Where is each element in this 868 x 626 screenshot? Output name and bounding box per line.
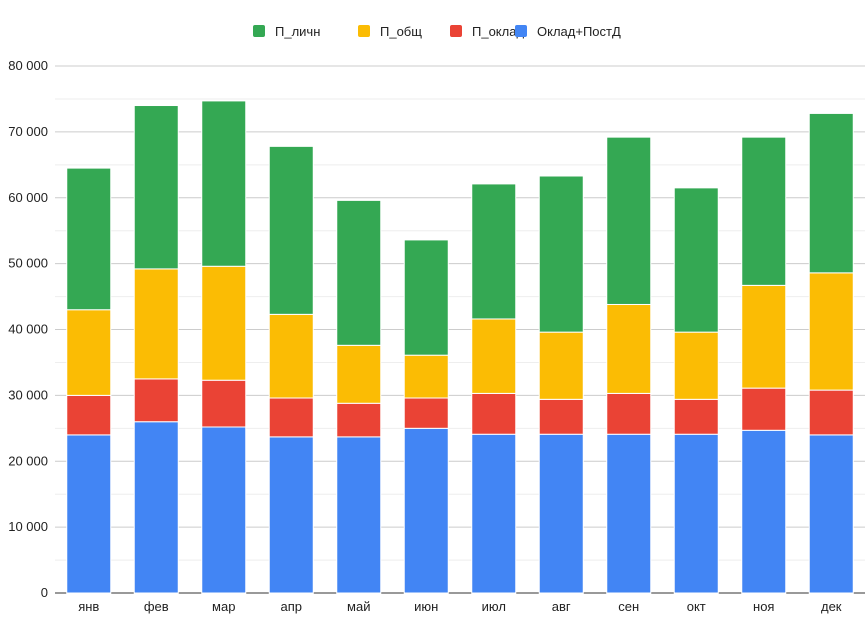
bar-segment-Оклад+ПостД[interactable] [201,426,247,594]
bar-segment-Оклад+ПостД[interactable] [336,436,382,594]
x-tick-label: июл [482,599,506,614]
y-tick-label: 60 000 [8,190,48,205]
bar-segment-Оклад+ПостД[interactable] [741,429,787,594]
legend-swatch [253,25,265,37]
legend-label: П_оклад [472,24,524,39]
bar-segment-П_личн[interactable] [336,199,382,346]
bar-segment-П_общ[interactable] [673,331,719,400]
bar-segment-Оклад+ПостД[interactable] [606,433,652,594]
bar-segment-П_личн[interactable] [741,136,787,286]
bar-segment-Оклад+ПостД[interactable] [471,433,517,594]
bar-segment-П_общ[interactable] [741,284,787,389]
x-tick-label: ноя [753,599,774,614]
bar-segment-П_общ[interactable] [268,313,314,399]
bar-segment-П_оклад[interactable] [741,387,787,431]
bar-segment-Оклад+ПостД[interactable] [538,433,584,594]
x-tick-label: июн [414,599,438,614]
x-tick-label: дек [821,599,842,614]
bar-segment-Оклад+ПостД[interactable] [268,436,314,594]
bar-segment-П_общ[interactable] [471,318,517,394]
bar-segment-П_личн[interactable] [606,136,652,305]
x-tick-label: окт [687,599,706,614]
bar-segment-П_личн[interactable] [66,167,112,311]
bar-segment-Оклад+ПостД[interactable] [133,421,179,594]
bar-segment-П_оклад[interactable] [268,397,314,438]
legend-item[interactable]: Оклад+ПостД [515,24,621,39]
bar-segment-П_общ[interactable] [336,344,382,404]
bar-segment-П_общ[interactable] [403,354,449,399]
bar-segment-П_оклад[interactable] [808,389,854,436]
bar-segment-П_личн[interactable] [808,112,854,274]
legend-label: Оклад+ПостД [537,24,621,39]
bars [66,100,854,594]
legend-item[interactable]: П_оклад [450,24,524,39]
bar-segment-П_общ[interactable] [808,272,854,391]
bar-segment-П_личн[interactable] [201,100,247,267]
y-axis: 0 10 000 20 000 30 000 40 000 50 000 60 000 70 … [8,58,48,600]
bar-segment-П_общ[interactable] [133,268,179,380]
x-axis: янв фев мар апр май июн июл авг сен окт ноя дек [78,599,842,614]
bar-segment-П_общ[interactable] [606,303,652,394]
bar-segment-Оклад+ПостД[interactable] [673,433,719,594]
bar-segment-П_общ[interactable] [538,331,584,400]
bar-segment-П_оклад[interactable] [538,398,584,435]
x-tick-label: сен [618,599,639,614]
x-tick-label: мар [212,599,235,614]
y-tick-label: 50 000 [8,256,48,271]
x-tick-label: авг [552,599,571,614]
y-tick-label: 70 000 [8,124,48,139]
legend-label: П_личн [275,24,320,39]
bar-segment-Оклад+ПостД[interactable] [808,434,854,594]
bar-segment-П_личн[interactable] [471,183,517,320]
y-tick-label: 40 000 [8,322,48,337]
y-tick-label: 20 000 [8,453,48,468]
bar-segment-П_общ[interactable] [201,265,247,381]
legend-swatch [450,25,462,37]
x-tick-label: апр [281,599,303,614]
bar-segment-П_оклад[interactable] [403,397,449,429]
gridlines [55,65,865,594]
bar-segment-П_оклад[interactable] [471,392,517,435]
y-tick-label: 10 000 [8,519,48,534]
bar-segment-П_личн[interactable] [268,145,314,315]
x-tick-label: фев [144,599,169,614]
bar-segment-П_оклад[interactable] [66,394,112,436]
bar-segment-П_личн[interactable] [673,187,719,333]
legend-swatch [358,25,370,37]
x-tick-label: май [347,599,370,614]
y-tick-label: 80 000 [8,58,48,73]
bar-segment-Оклад+ПостД[interactable] [66,434,112,594]
bar-segment-П_оклад[interactable] [606,392,652,435]
bar-segment-П_оклад[interactable] [201,379,247,428]
y-tick-label: 30 000 [8,387,48,402]
legend-item[interactable]: П_личн [253,24,320,39]
legend: П_личн П_общ П_оклад Оклад+ПостД [253,24,621,39]
y-tick-label: 0 [41,585,48,600]
legend-swatch [515,25,527,37]
legend-item[interactable]: П_общ [358,24,422,39]
bar-segment-П_личн[interactable] [133,105,179,270]
bar-segment-П_оклад[interactable] [133,378,179,423]
bar-segment-П_общ[interactable] [66,309,112,396]
bar-segment-Оклад+ПостД[interactable] [403,427,449,594]
bar-segment-П_личн[interactable] [403,239,449,356]
bar-segment-П_оклад[interactable] [673,398,719,435]
legend-label: П_общ [380,24,422,39]
bar-segment-П_оклад[interactable] [336,402,382,438]
x-tick-label: янв [78,599,99,614]
bar-segment-П_личн[interactable] [538,175,584,333]
